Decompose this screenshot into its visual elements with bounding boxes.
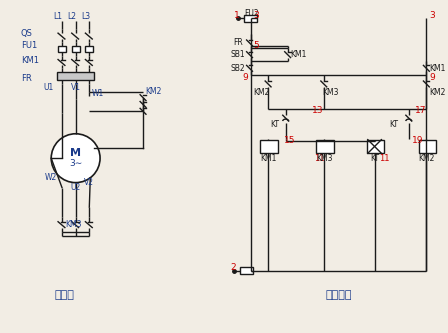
Text: KT: KT bbox=[270, 120, 279, 129]
Bar bbox=[367, 140, 384, 153]
Text: U2: U2 bbox=[71, 183, 81, 192]
Text: FR: FR bbox=[233, 38, 243, 47]
Bar bbox=[244, 15, 257, 22]
Text: U1: U1 bbox=[43, 83, 54, 92]
Text: 主电路: 主电路 bbox=[55, 290, 75, 300]
Text: KM2: KM2 bbox=[254, 88, 270, 97]
Text: KM3: KM3 bbox=[322, 88, 338, 97]
Bar bbox=[57, 72, 94, 80]
Text: 控制电路: 控制电路 bbox=[325, 290, 352, 300]
Text: 2: 2 bbox=[230, 263, 236, 272]
Text: 11: 11 bbox=[379, 154, 390, 163]
Text: KT: KT bbox=[370, 154, 379, 163]
Text: W1: W1 bbox=[92, 89, 104, 98]
Text: W2: W2 bbox=[44, 173, 56, 182]
Text: KM3: KM3 bbox=[65, 220, 82, 229]
Text: KM2: KM2 bbox=[429, 88, 446, 97]
Text: KM1: KM1 bbox=[260, 154, 277, 163]
Text: V1: V1 bbox=[71, 83, 81, 92]
Text: L1: L1 bbox=[54, 12, 63, 21]
Text: 3∼: 3∼ bbox=[69, 159, 82, 167]
Bar bbox=[260, 140, 278, 153]
Text: L2: L2 bbox=[67, 12, 76, 21]
Text: 19: 19 bbox=[412, 136, 423, 145]
Bar bbox=[72, 46, 80, 52]
Text: KT: KT bbox=[389, 120, 398, 129]
Text: V2: V2 bbox=[84, 178, 95, 187]
Text: FU2: FU2 bbox=[245, 9, 259, 18]
Text: KM1: KM1 bbox=[429, 64, 446, 73]
Text: 5: 5 bbox=[254, 41, 259, 50]
Text: 13: 13 bbox=[312, 106, 323, 115]
Text: KM2: KM2 bbox=[145, 87, 161, 96]
Text: 17: 17 bbox=[415, 106, 426, 115]
Text: QS: QS bbox=[21, 29, 33, 38]
Bar bbox=[58, 46, 66, 52]
Text: FR: FR bbox=[21, 74, 32, 83]
Text: KM1: KM1 bbox=[21, 56, 39, 65]
Text: KM2: KM2 bbox=[418, 154, 435, 163]
Bar bbox=[418, 140, 436, 153]
Bar bbox=[240, 267, 254, 274]
Text: 3: 3 bbox=[429, 11, 435, 20]
Text: 9: 9 bbox=[429, 73, 435, 82]
Text: M: M bbox=[70, 148, 81, 158]
Text: KM3: KM3 bbox=[316, 154, 332, 163]
Text: FU1: FU1 bbox=[21, 41, 37, 50]
Text: L3: L3 bbox=[81, 12, 90, 21]
Text: 11: 11 bbox=[314, 154, 324, 163]
Text: 1: 1 bbox=[234, 11, 240, 20]
Text: SB2: SB2 bbox=[231, 64, 246, 73]
Text: KM1: KM1 bbox=[291, 50, 307, 59]
Text: 9: 9 bbox=[243, 73, 249, 82]
Text: SB1: SB1 bbox=[231, 50, 246, 59]
Circle shape bbox=[51, 134, 100, 182]
Bar bbox=[316, 140, 334, 153]
Text: 15: 15 bbox=[284, 136, 295, 145]
Text: 3: 3 bbox=[254, 11, 259, 20]
Bar bbox=[86, 46, 93, 52]
